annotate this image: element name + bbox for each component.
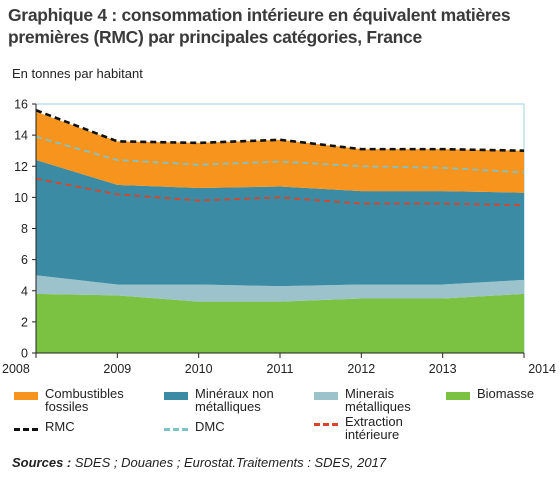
legend-dash-extraction (314, 423, 338, 426)
source-label: Sources : (12, 455, 72, 470)
y-axis-label: En tonnes par habitant (12, 66, 143, 81)
line-rmc (35, 109, 525, 152)
x-tick-label: 2010 (185, 362, 213, 376)
y-tick-label: 0 (21, 347, 28, 361)
y-tick-label: 14 (14, 129, 28, 143)
legend-label-mineraux: Minéraux non métalliques (195, 386, 274, 414)
legend-dash-dmc (164, 428, 188, 431)
y-tick-label: 4 (21, 284, 28, 298)
line-dmc (35, 135, 525, 174)
legend-label-combustibles: Combustibles fossiles (45, 386, 124, 414)
x-tick-label: 2009 (103, 362, 131, 376)
legend-item-biomasse: Biomasse (446, 387, 534, 400)
source-text: SDES ; Douanes ; Eurostat.Traitements : … (71, 455, 387, 470)
x-tick-label: 2011 (267, 362, 294, 376)
y-tick-label: 16 (14, 98, 28, 112)
y-tick-label: 8 (21, 222, 28, 236)
legend-item-dmc: DMC (164, 420, 225, 433)
legend-swatch-combustibles (14, 392, 38, 400)
chart-title: Graphique 4 : consommation intérieure en… (8, 5, 511, 47)
legend-label-minerais: Minerais métalliques (345, 386, 411, 414)
legend-swatch-mineraux (164, 392, 188, 400)
legend-label-rmc: RMC (45, 419, 75, 434)
legend-item-rmc: RMC (14, 420, 75, 433)
area-minerais-metalliques (36, 275, 524, 302)
legend-swatch-minerais (314, 392, 338, 400)
legend-swatch-biomasse (446, 392, 470, 400)
area-mineraux-non-metalliques (36, 160, 524, 287)
legend-item-minerais: Minerais métalliques (314, 387, 430, 413)
line-extraction-interieure (35, 177, 525, 207)
legend-label-extraction: Extraction intérieure (345, 414, 403, 442)
legend-item-combustibles: Combustibles fossiles (14, 387, 165, 413)
legend-dash-rmc (14, 428, 38, 431)
area-combustibles-fossiles (36, 111, 524, 193)
y-tick-label: 2 (21, 315, 28, 329)
x-tick-label: 2008 (2, 362, 30, 376)
legend-label-biomasse: Biomasse (477, 386, 535, 401)
x-tick-label: 2012 (347, 362, 375, 376)
legend-item-mineraux: Minéraux non métalliques (164, 387, 310, 413)
chart-svg: 0 2 4 6 8 10 12 14 16 2008 2009 2010 2011 2012 2013 201… (2, 98, 556, 377)
y-tick-label: 12 (14, 160, 28, 174)
legend-label-dmc: DMC (195, 419, 225, 434)
area-biomasse (36, 293, 524, 353)
legend-item-extraction: Extraction intérieure (314, 415, 430, 441)
y-tick-label: 10 (14, 191, 28, 205)
legend: Combustibles fossiles Minéraux non métal… (14, 387, 554, 447)
x-tick-label: 2013 (429, 362, 457, 376)
x-tick-label: 2014 (528, 362, 556, 376)
source-note: Sources : SDES ; Douanes ; Eurostat.Trai… (12, 455, 386, 470)
y-tick-label: 6 (21, 253, 28, 267)
